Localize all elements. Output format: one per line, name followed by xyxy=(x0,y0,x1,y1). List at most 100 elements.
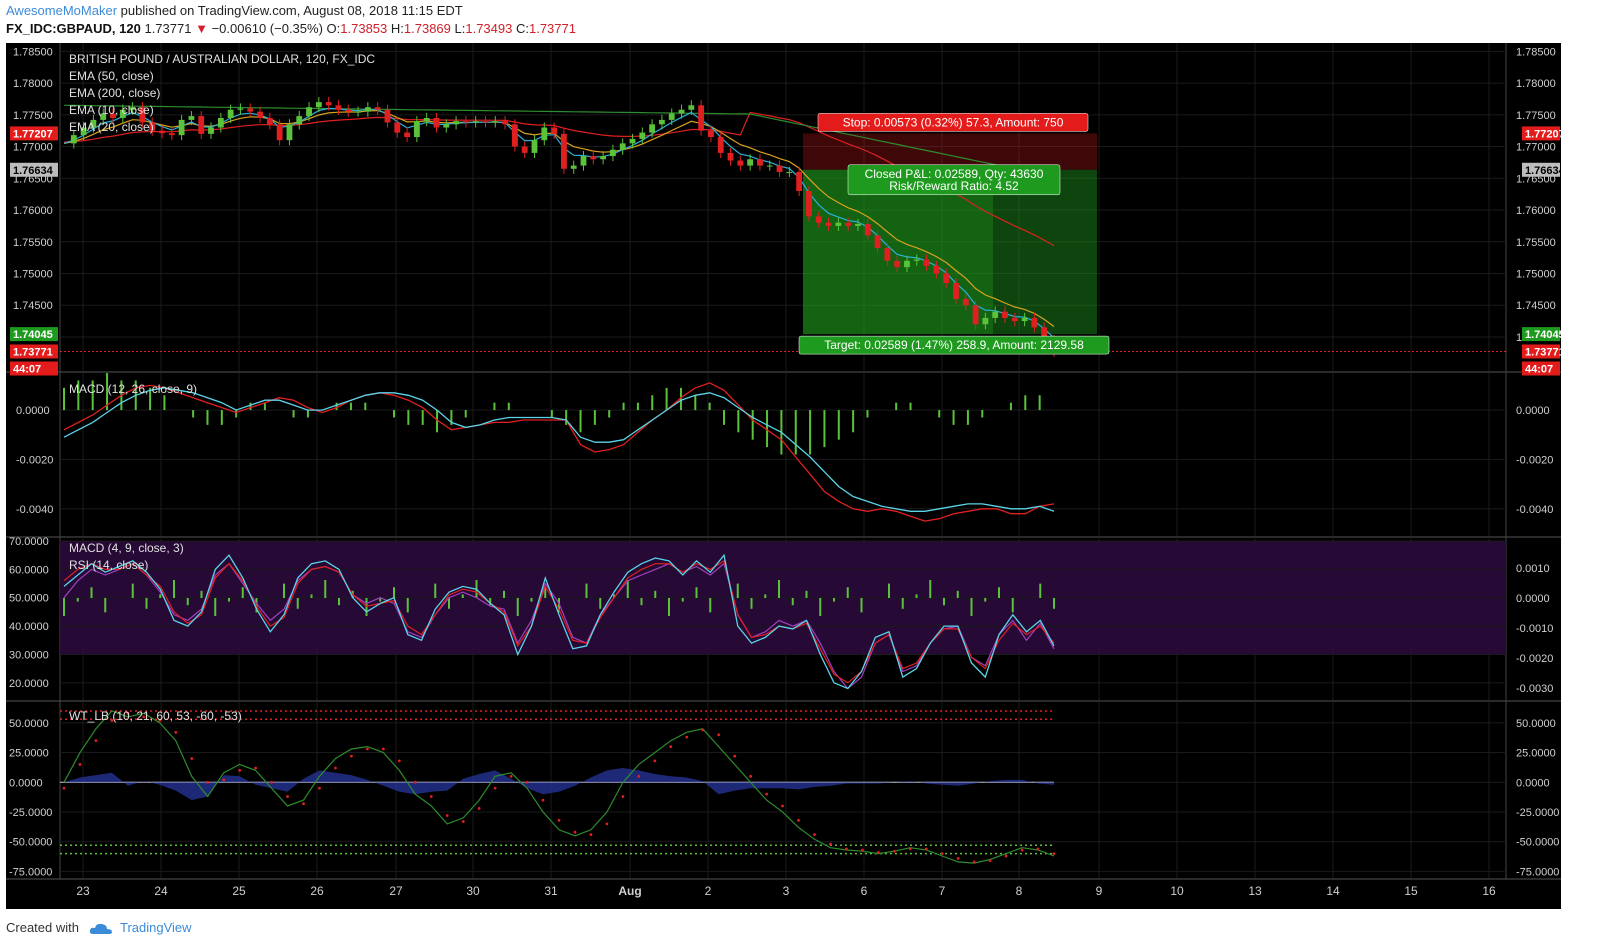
wt2-dot xyxy=(860,848,864,852)
wt2-dot xyxy=(525,780,529,784)
target-label-text: Target: 0.02589 (1.47%) 258.9, Amount: 2… xyxy=(824,338,1084,352)
price-tag-bg xyxy=(10,344,58,359)
wt-axis-label-left: 25.0000 xyxy=(9,748,49,760)
time-axis-label: 9 xyxy=(1096,884,1103,898)
wt2-dot xyxy=(781,804,784,808)
wt2-dot xyxy=(493,786,497,790)
wt2-dot xyxy=(222,778,226,782)
symbol-label[interactable]: FX_IDC:GBPAUD, 120 xyxy=(6,21,141,36)
candle-body xyxy=(864,223,871,236)
pnl-label-text: Risk/Reward Ratio: 4.52 xyxy=(889,179,1019,193)
wt2-dot xyxy=(876,851,880,854)
candle-body xyxy=(972,305,979,325)
target-label-bg xyxy=(798,335,1110,355)
price-tag-bg xyxy=(1522,361,1560,376)
candle-body xyxy=(188,116,195,120)
wt2-dot xyxy=(813,833,816,836)
open-value: 1.73853 xyxy=(340,21,388,36)
candle-body xyxy=(70,135,77,144)
wt2-dot xyxy=(350,754,353,758)
candle-body xyxy=(825,222,832,226)
wt2-dot xyxy=(429,795,433,798)
candle-body xyxy=(413,121,420,138)
author-link[interactable]: AwesomeMoMaker xyxy=(6,3,118,18)
tradingview-link[interactable]: TradingView xyxy=(120,920,192,935)
symbol-header: FX_IDC:GBPAUD, 120 1.73771 ▼ −0.00610 (−… xyxy=(6,21,576,36)
candle-body xyxy=(884,248,891,261)
candle-body xyxy=(110,113,116,118)
wt-axis-label-left: -75.0000 xyxy=(9,866,52,878)
target-zone xyxy=(803,169,1097,335)
high-value: 1.73869 xyxy=(403,21,451,36)
candle-body xyxy=(766,165,773,167)
rsi-axis-label: 70.0000 xyxy=(9,536,49,548)
price-tag-bg xyxy=(1522,162,1560,177)
candle-body xyxy=(776,165,783,172)
ema-legend-item: EMA (10, close) xyxy=(69,103,154,117)
pnl-label-bg xyxy=(847,164,1061,196)
open-label: O: xyxy=(326,21,341,36)
candle-body xyxy=(502,121,509,125)
candle-body xyxy=(315,102,322,108)
candle-body xyxy=(855,223,861,226)
wt-axis-label-right: 25.0000 xyxy=(1516,748,1556,760)
candle-body xyxy=(472,121,479,123)
candle-body xyxy=(453,121,459,125)
last-price: 1.73771 xyxy=(144,21,192,36)
candle-body xyxy=(551,127,558,134)
wt2-dot xyxy=(334,766,337,770)
candle-body xyxy=(266,117,273,125)
macd2-axis-label: -0.0020 xyxy=(1516,653,1553,665)
candle-body xyxy=(492,121,499,123)
rsi-axis-label: 40.0000 xyxy=(9,621,49,633)
chart-svg[interactable]: 1.78500 1.78500 1.78000 1.78000 1.77500 1.775… xyxy=(6,43,1566,909)
price-axis-label-right: 1.78000 xyxy=(1516,78,1556,90)
candle-body xyxy=(688,105,695,110)
candle-body xyxy=(335,105,342,110)
candle-body xyxy=(845,222,852,226)
candle-body xyxy=(306,107,312,117)
candle-body xyxy=(394,122,401,133)
macd-line xyxy=(63,387,1055,512)
candle-body xyxy=(178,119,185,136)
wt2-dot xyxy=(669,745,673,749)
candle-body xyxy=(433,117,440,128)
candle-body xyxy=(462,121,469,123)
price-axis-label-right: 1.74500 xyxy=(1516,300,1556,312)
wt2-dot xyxy=(126,711,130,715)
candle-body xyxy=(992,311,999,318)
time-axis-label: 26 xyxy=(310,884,324,898)
candle-body xyxy=(531,140,538,153)
macd-axis-label-right: -0.0020 xyxy=(1516,454,1553,466)
high-label: H: xyxy=(390,21,404,36)
time-axis-label: 6 xyxy=(861,884,868,898)
candle-body xyxy=(943,273,950,284)
price-tag-bg xyxy=(1522,344,1560,359)
wt-axis-label-left: 50.0000 xyxy=(9,718,49,730)
time-axis-label: 24 xyxy=(154,884,168,898)
price-tag-bg xyxy=(10,126,58,141)
candle-body xyxy=(560,133,567,169)
wt2-dot xyxy=(206,780,210,784)
candle-body xyxy=(355,111,361,113)
candle-body xyxy=(1041,327,1048,341)
chart-area[interactable]: 1.78500 1.78500 1.78000 1.78000 1.77500 1.775… xyxy=(6,43,1566,909)
time-axis-label: 10 xyxy=(1170,884,1184,898)
candle-body xyxy=(590,156,597,160)
wt2-dot xyxy=(845,847,848,851)
wt2-dot xyxy=(797,818,800,822)
time-axis-label: 30 xyxy=(466,884,480,898)
wt2-dot xyxy=(94,739,98,743)
wt2-dot xyxy=(509,774,513,778)
candle-body xyxy=(296,116,303,125)
macd2-signal-line xyxy=(63,559,1055,684)
price-tag-stop: 1.77207 xyxy=(13,128,53,140)
stop-label-text: Stop: 0.00573 (0.32%) 57.3, Amount: 750 xyxy=(843,115,1064,129)
price-tag-bg xyxy=(1522,126,1560,141)
time-axis-label: 14 xyxy=(1326,884,1340,898)
candle-body xyxy=(815,216,822,223)
macd-pane-title: MACD (12, 26, close, 9) xyxy=(69,382,197,396)
footer: Created with TradingView xyxy=(6,920,192,936)
wt-axis-label-left: 0.0000 xyxy=(9,777,43,789)
candle-body xyxy=(325,102,332,106)
